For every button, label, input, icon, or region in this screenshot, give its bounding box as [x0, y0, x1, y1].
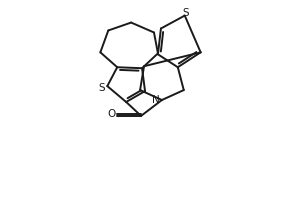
Text: O: O — [107, 109, 116, 119]
Text: S: S — [182, 8, 189, 18]
Text: N: N — [152, 95, 160, 105]
Text: S: S — [98, 83, 105, 93]
